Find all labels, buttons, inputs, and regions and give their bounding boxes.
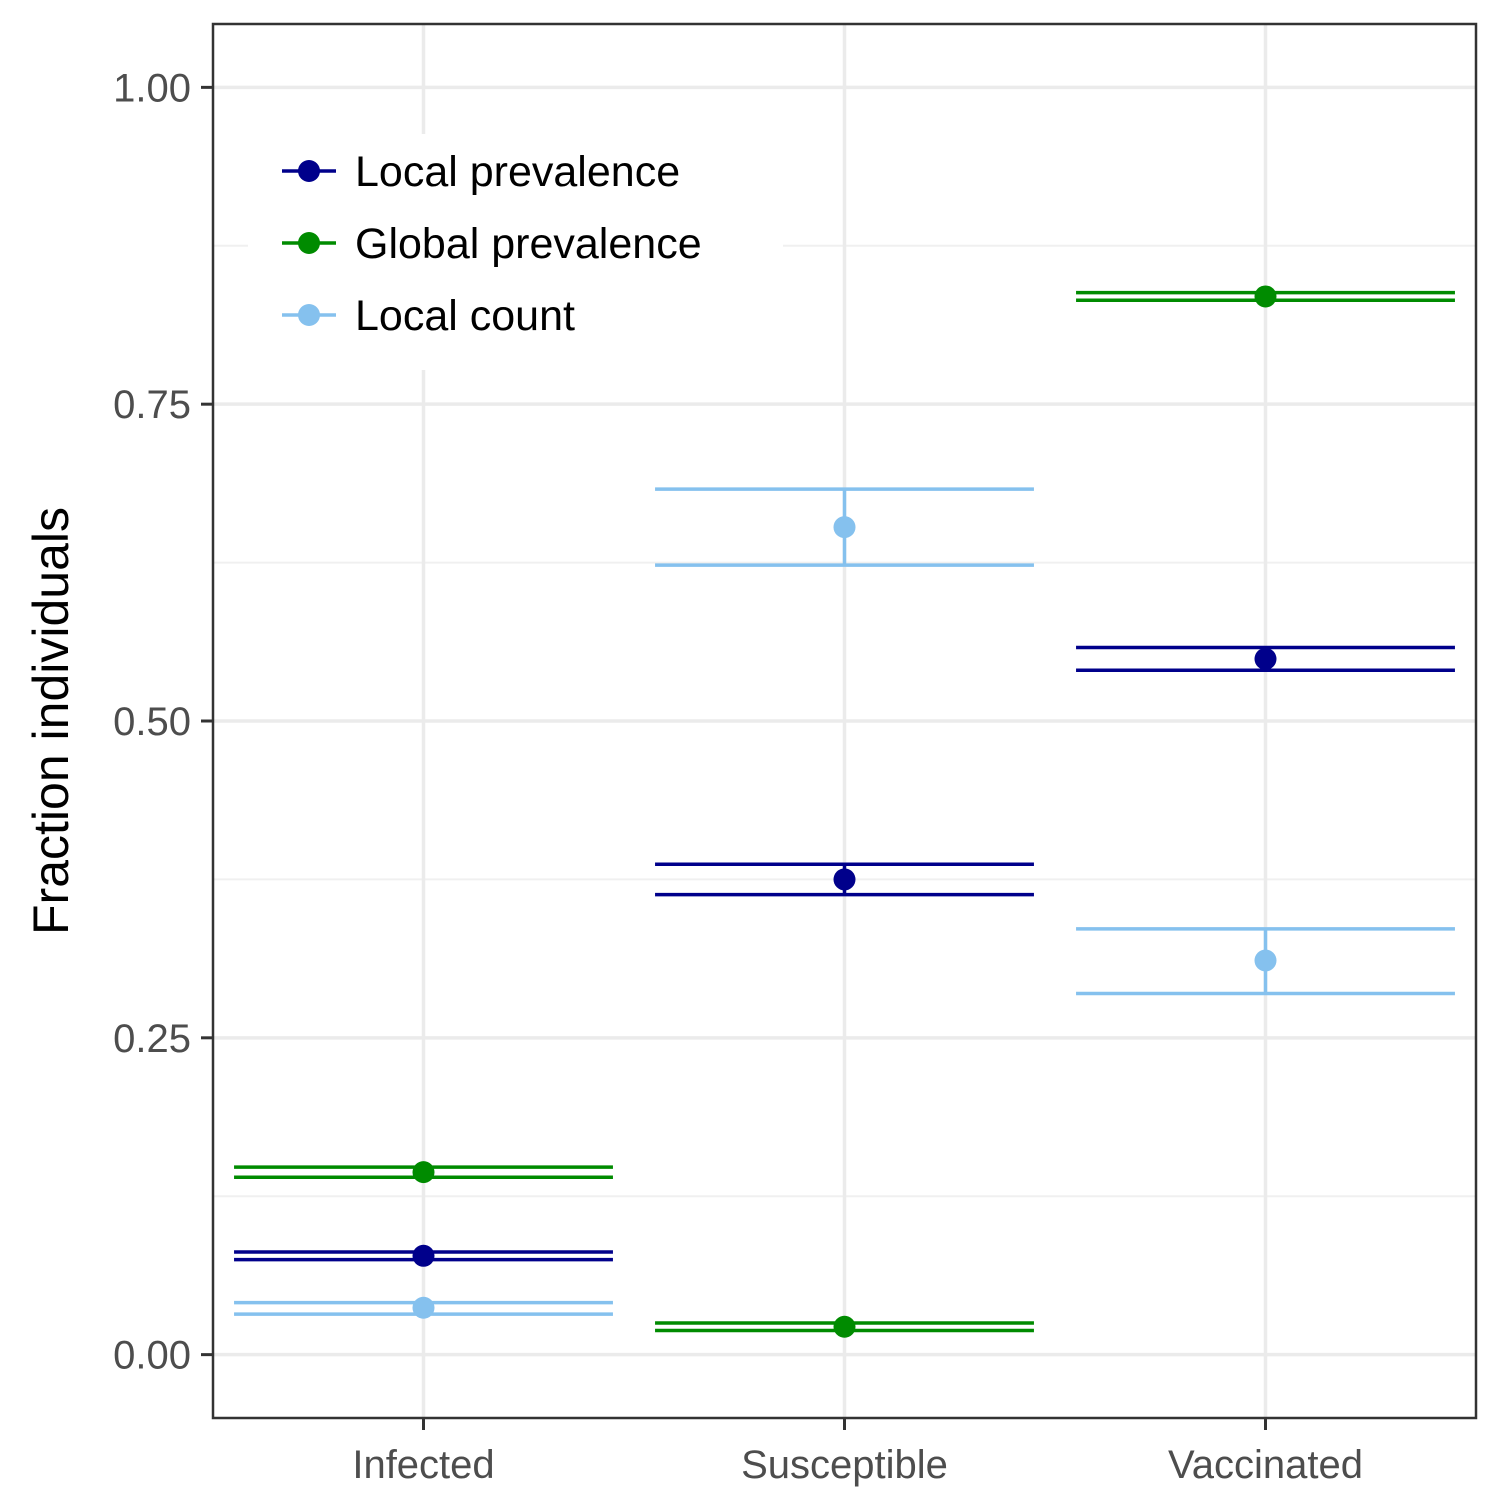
x-tick-label: Infected bbox=[352, 1443, 494, 1487]
x-axis: Infected Susceptible Vaccinated bbox=[352, 1418, 1363, 1487]
data-point bbox=[412, 1296, 435, 1319]
data-point bbox=[1254, 949, 1277, 972]
legend-item: Local count bbox=[282, 292, 575, 340]
legend-background bbox=[248, 134, 783, 370]
y-axis-title: Fraction individuals bbox=[23, 507, 79, 935]
legend-label: Local count bbox=[355, 292, 575, 340]
data-point bbox=[1254, 285, 1277, 308]
series-local-prevalence bbox=[234, 645, 1455, 1267]
legend-key-point bbox=[298, 160, 320, 182]
legend-item: Local prevalence bbox=[282, 148, 680, 196]
data-point bbox=[833, 516, 856, 539]
y-tick-label: 1.00 bbox=[113, 66, 191, 110]
data-point bbox=[833, 868, 856, 891]
legend-key-point bbox=[298, 232, 320, 254]
legend-label: Global prevalence bbox=[355, 220, 702, 268]
legend-label: Local prevalence bbox=[355, 148, 680, 196]
y-tick-label: 0.00 bbox=[113, 1334, 191, 1378]
legend-item: Global prevalence bbox=[282, 220, 702, 268]
x-tick-label: Vaccinated bbox=[1168, 1443, 1363, 1487]
y-axis: 0.00 0.25 0.50 0.75 1.00 bbox=[113, 66, 213, 1378]
series-global-prevalence bbox=[234, 285, 1455, 1338]
data-point bbox=[1254, 647, 1277, 670]
grid-major bbox=[213, 24, 1476, 1418]
y-tick-label: 0.25 bbox=[113, 1017, 191, 1061]
y-tick-label: 0.75 bbox=[113, 383, 191, 427]
series-local-count bbox=[234, 487, 1455, 1319]
data-point bbox=[412, 1244, 435, 1267]
legend: Local prevalence Global prevalence Local c… bbox=[282, 148, 702, 340]
series-layer bbox=[234, 285, 1455, 1338]
data-point bbox=[412, 1161, 435, 1184]
x-tick-label: Susceptible bbox=[741, 1443, 948, 1487]
data-point bbox=[833, 1315, 856, 1338]
legend-key-point bbox=[298, 304, 320, 326]
y-tick-label: 0.50 bbox=[113, 700, 191, 744]
